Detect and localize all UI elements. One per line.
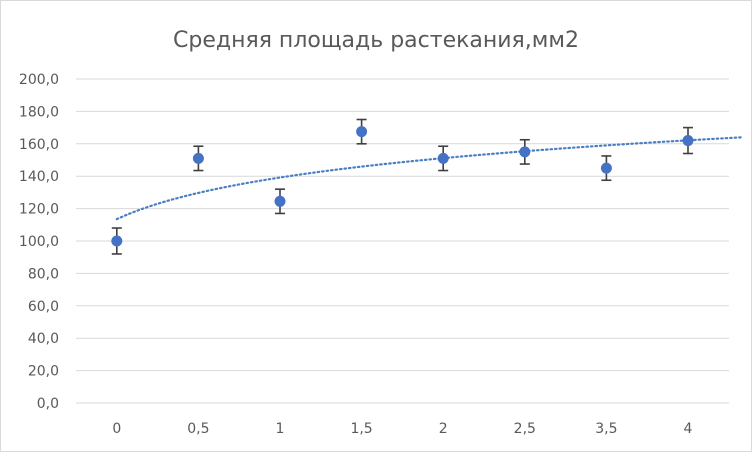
x-tick-label: 0 [112,421,121,437]
x-tick-label: 4 [684,421,693,437]
x-tick-label: 1,5 [350,421,372,437]
data-points [111,126,694,247]
y-tick-label: 80,0 [28,266,59,282]
y-tick-label: 200,0 [19,72,59,88]
y-tick-label: 20,0 [28,364,59,380]
y-tick-label: 100,0 [19,234,59,250]
gridlines [76,78,729,404]
data-point [519,146,531,158]
y-tick-label: 160,0 [19,137,59,153]
data-point [600,162,612,174]
x-tick-label: 3,5 [595,421,617,437]
x-tick-label: 0,5 [187,421,209,437]
data-point [274,195,286,207]
data-point [356,126,368,138]
x-tick-label: 2,5 [514,421,536,437]
y-axis-tick-labels: 0,0 20,0 40,0 60,0 80,0 100,0 120,0 140,0 160,0 1… [19,72,59,412]
y-tick-label: 140,0 [19,169,59,185]
data-point [192,152,204,164]
x-tick-label: 1 [276,421,285,437]
x-axis-tick-labels: 0 0,5 1 1,5 2 2,5 3,5 4 [112,421,692,437]
data-point [437,152,449,164]
y-tick-label: 40,0 [28,331,59,347]
y-tick-label: 0,0 [37,396,59,412]
trendline [115,136,745,221]
y-tick-label: 180,0 [19,104,59,120]
y-tick-label: 60,0 [28,299,59,315]
data-point [111,235,123,247]
data-point [682,135,694,147]
chart-title: Средняя площадь растекания,мм2 [173,28,579,53]
x-tick-label: 2 [439,421,448,437]
y-tick-label: 120,0 [19,202,59,218]
error-bars [111,118,693,255]
